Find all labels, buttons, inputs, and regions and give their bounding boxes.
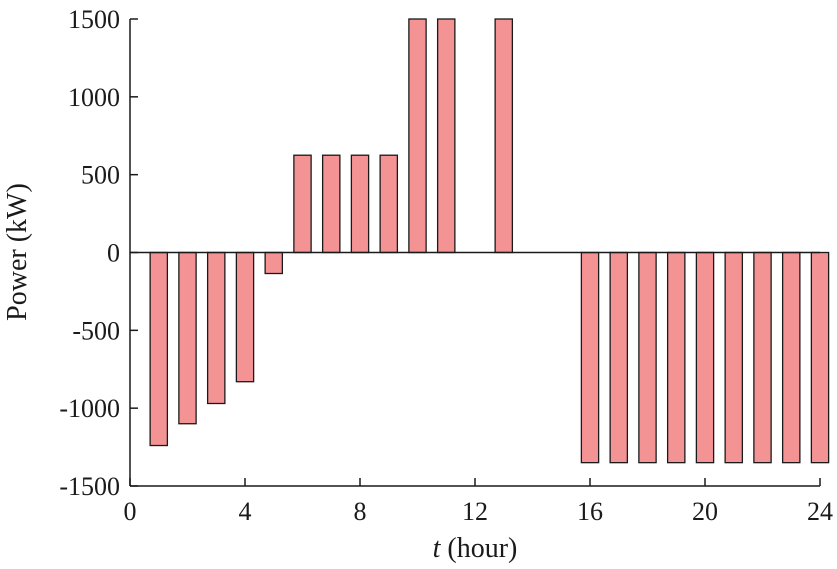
x-tick-label: 16: [577, 497, 603, 526]
bar-hour-22: [753, 251, 772, 464]
x-tick-labels: 0 4 8 12 16 20 24: [124, 497, 834, 526]
x-tick-label: 0: [124, 497, 137, 526]
y-tick-label: 1500: [68, 5, 120, 34]
x-tick-label: 8: [354, 497, 367, 526]
axes-group: [129, 18, 821, 487]
bar-hour-19: [666, 251, 686, 464]
bar-hour-24: [810, 251, 830, 464]
x-tick-label: 20: [692, 497, 718, 526]
bar-hour-7: [321, 154, 341, 254]
x-tick-label: 4: [239, 497, 252, 526]
bar-hour-11: [436, 18, 456, 254]
bar-hour-10: [408, 18, 427, 254]
bar-hour-6: [293, 154, 312, 254]
bar-hour-20: [695, 251, 715, 464]
bar-hour-2: [178, 251, 197, 425]
x-tick-label: 12: [462, 497, 488, 526]
y-tick-label: -1000: [59, 394, 120, 423]
y-tick-label: 1000: [68, 83, 120, 112]
x-axis-title: t (hour): [433, 533, 518, 564]
bars-group: [149, 18, 830, 464]
y-tick-label: -1500: [59, 472, 120, 501]
x-tick-label: 24: [807, 497, 833, 526]
bar-hour-21: [724, 251, 744, 464]
y-tick-label: -500: [72, 316, 120, 345]
bar-hour-17: [609, 251, 629, 464]
bar-hour-13: [494, 18, 514, 254]
bar-hour-23: [781, 251, 801, 464]
bar-hour-8: [350, 154, 370, 254]
bar-hour-18: [638, 251, 657, 464]
x-axis-variable: t: [433, 533, 442, 564]
y-axis-title: Power (kW): [2, 183, 33, 321]
y-tick-label: 500: [81, 161, 120, 190]
y-tick-label: 0: [107, 239, 120, 268]
bar-hour-5: [264, 251, 284, 275]
bar-hour-9: [379, 154, 399, 254]
bar-hour-16: [580, 251, 600, 464]
y-tick-labels: 1500 1000 500 0 -500 -1000 -1500: [59, 5, 120, 501]
bar-hour-1: [149, 251, 169, 447]
bar-hour-3: [206, 251, 226, 405]
x-axis-unit: (hour): [440, 533, 517, 564]
bar-hour-4: [235, 251, 255, 383]
